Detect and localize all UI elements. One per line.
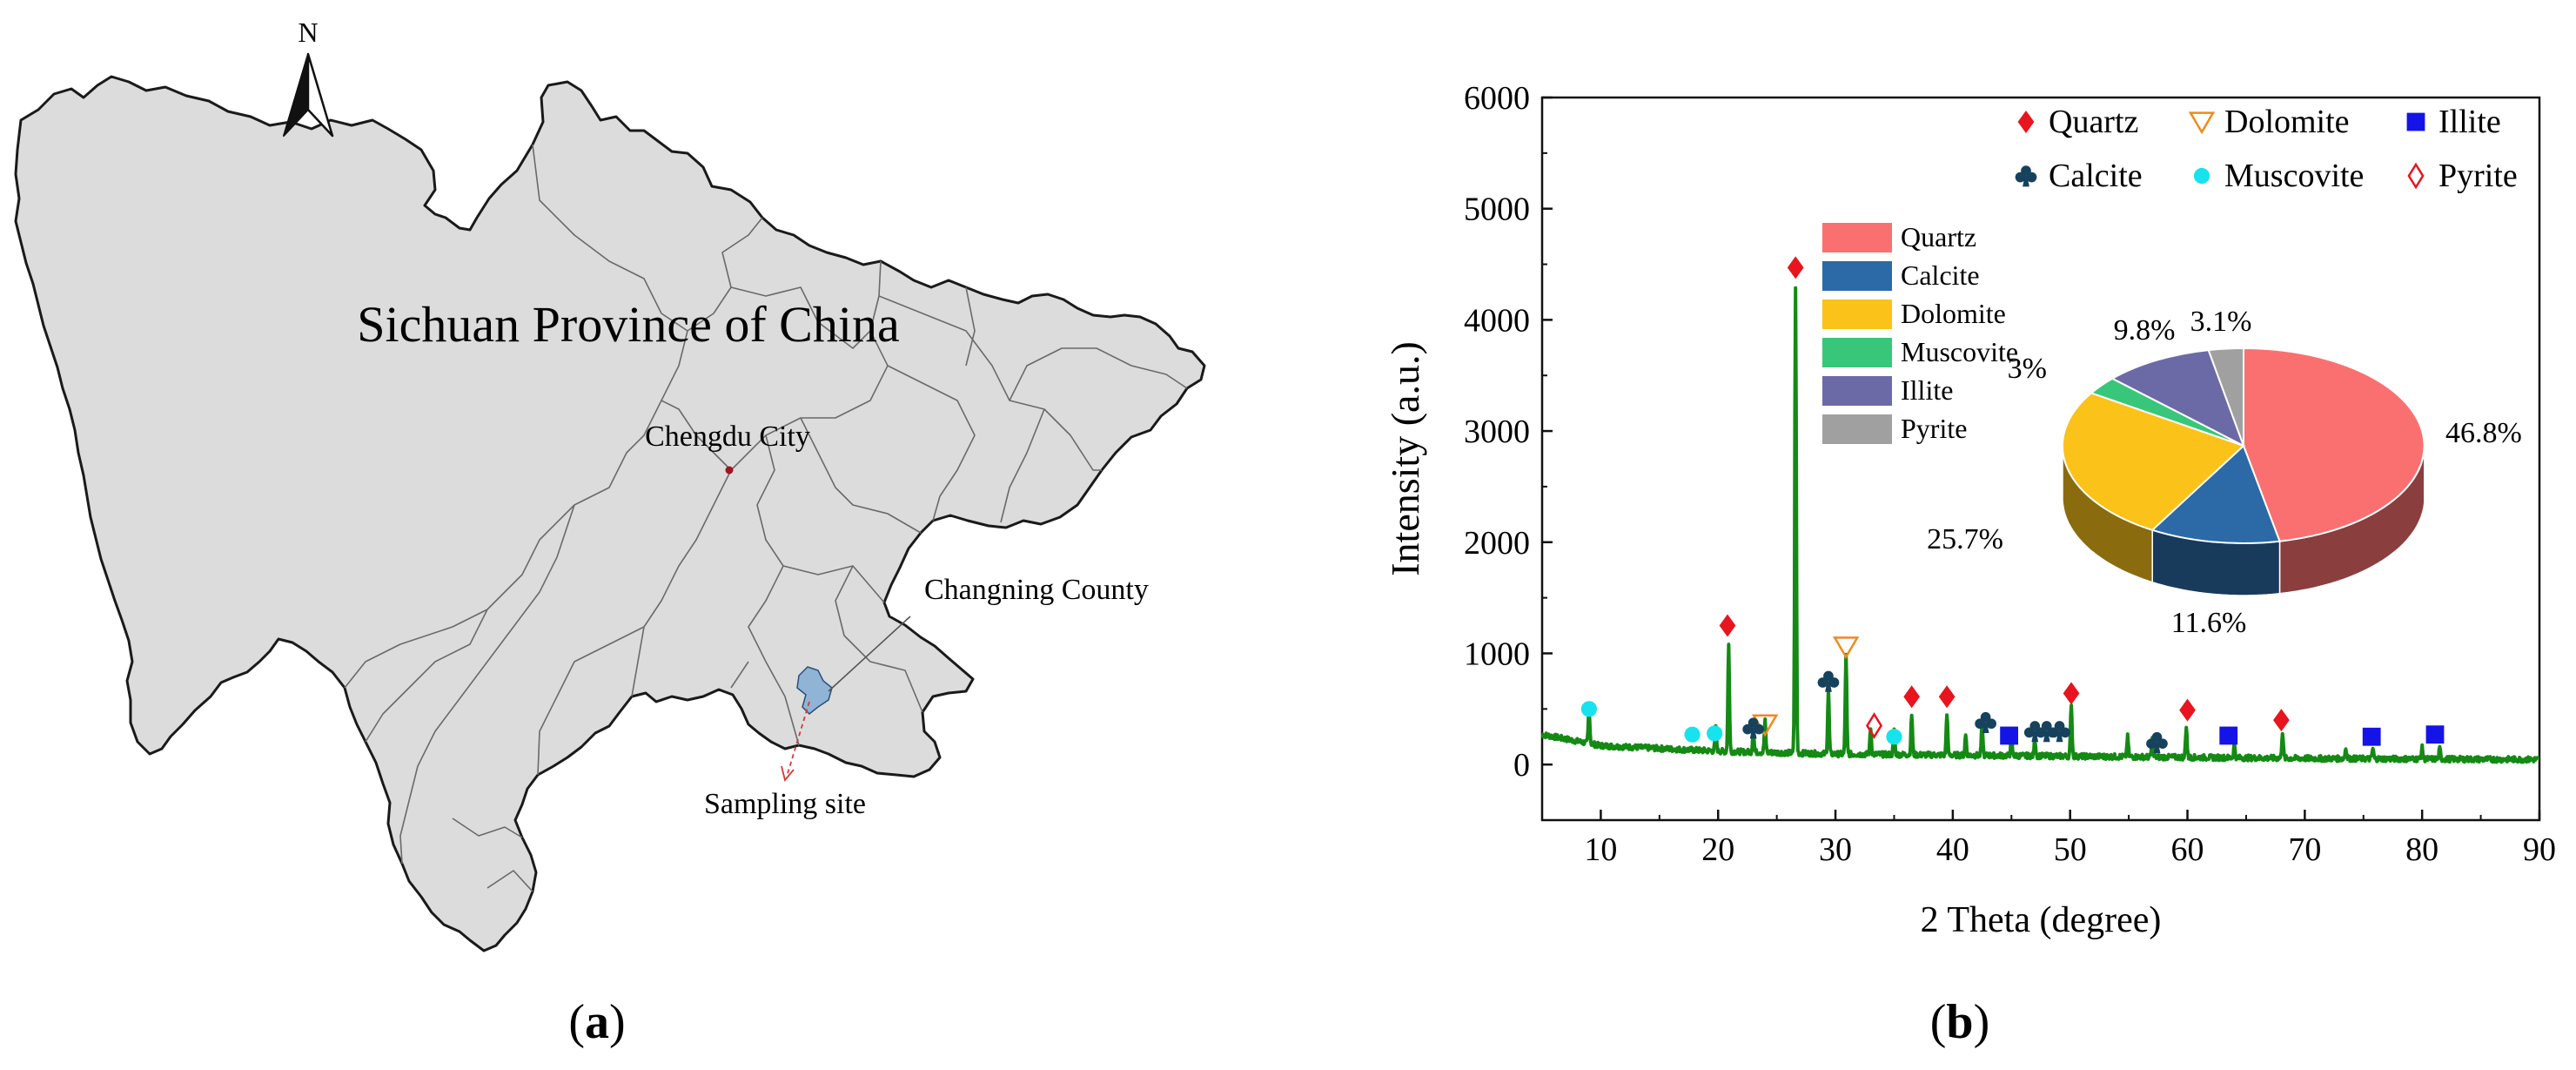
pie-legend-swatch-muscovite — [1822, 338, 1892, 367]
legend-label-dolomite: Dolomite — [2224, 104, 2350, 140]
county-label: Changning County — [924, 574, 1149, 606]
xrd-axes: 10 20 30 40 50 60 70 80 90 0 1000 2000 3000 4000 5000 6… — [1383, 80, 2556, 940]
xrd-legend: Quartz Dolomite Illite Calcite Muscovite Pyri… — [2015, 104, 2518, 194]
legend-label-muscovite: Muscovite — [2224, 158, 2364, 194]
calcite-peak-marker — [2049, 721, 2070, 743]
quartz-legend-marker — [2017, 111, 2035, 133]
legend-label-illite: Illite — [2438, 104, 2501, 140]
pie-legend-label-dolomite: Dolomite — [1901, 298, 2006, 329]
calcite-legend-marker — [2015, 165, 2037, 187]
x-tick-label: 40 — [1936, 831, 1969, 868]
x-tick-label: 30 — [1819, 831, 1852, 868]
muscovite-peak-marker — [1684, 726, 1701, 743]
x-tick-label: 50 — [2054, 831, 2087, 868]
pie-label-muscovite: 3% — [2008, 353, 2047, 385]
pie-legend-label-muscovite: Muscovite — [1901, 336, 2018, 367]
province-label: Sichuan Province of China — [357, 296, 899, 353]
y-tick-label: 0 — [1513, 747, 1530, 784]
dolomite-peak-marker — [1833, 636, 1860, 659]
pie-slice-calcite — [2150, 444, 2281, 544]
x-tick-label: 70 — [2288, 831, 2321, 868]
composition-pie-chart: 46.8% 11.6% 25.7% 3% 9.8% 3.1% — [1927, 306, 2522, 639]
calcite-peak-marker — [2146, 731, 2168, 753]
pie-legend-swatch-pyrite — [1822, 414, 1892, 444]
y-tick-label: 6000 — [1464, 80, 1530, 117]
calcite-peak-marker — [1975, 711, 1996, 733]
plot-frame — [1540, 96, 2541, 822]
y-tick-label: 5000 — [1464, 192, 1530, 228]
composition-pie-legend: Quartz Calcite Dolomite Muscovite Illite Pyri… — [1822, 221, 2018, 444]
changning-county-shape — [796, 666, 833, 716]
muscovite-legend-marker — [2193, 167, 2210, 185]
pie-legend-swatch-illite — [1822, 376, 1892, 406]
x-tick-label: 60 — [2171, 831, 2204, 868]
legend-label-pyrite: Pyrite — [2438, 158, 2518, 194]
pie-legend-label-illite: Illite — [1901, 374, 1953, 406]
quartz-peak-marker — [1787, 256, 1804, 279]
province-outline — [14, 75, 1206, 952]
x-tick-label: 20 — [1701, 831, 1734, 868]
legend-label-quartz: Quartz — [2049, 104, 2138, 140]
quartz-peak-marker — [2273, 709, 2290, 732]
xrd-phase-markers — [1580, 256, 2445, 753]
xrd-series-line — [1540, 286, 2541, 764]
x-tick-label: 10 — [1584, 831, 1617, 868]
pie-legend-label-quartz: Quartz — [1901, 221, 1976, 252]
illite-peak-marker — [2219, 726, 2238, 745]
pie-legend-swatch-calcite — [1822, 261, 1892, 291]
inner-boundaries — [344, 144, 1188, 892]
pie-label-pyrite: 3.1% — [2190, 306, 2252, 338]
calcite-peak-marker — [1817, 670, 1840, 692]
y-tick-label: 4000 — [1464, 302, 1530, 339]
pie-label-calcite: 11.6% — [2171, 607, 2247, 639]
north-label: N — [298, 17, 318, 48]
quartz-peak-marker — [1719, 614, 1736, 637]
pie-legend-swatch-dolomite — [1822, 299, 1892, 329]
pie-label-dolomite: 25.7% — [1927, 523, 2003, 555]
y-axis-label: Intensity (a.u.) — [1383, 341, 1427, 576]
quartz-peak-marker — [1903, 685, 1921, 709]
muscovite-peak-marker — [1580, 701, 1598, 717]
x-tick-label: 80 — [2405, 831, 2438, 868]
muscovite-peak-marker — [1707, 725, 1723, 742]
pie-label-quartz: 46.8% — [2445, 417, 2522, 449]
pie-legend-label-calcite: Calcite — [1901, 259, 1980, 291]
x-tick-label: 90 — [2523, 831, 2556, 868]
pie-slice-pyrite — [2207, 347, 2244, 447]
illite-peak-marker — [2000, 726, 2018, 745]
pie-legend-swatch-quartz — [1822, 223, 1892, 252]
north-arrow-icon — [283, 52, 334, 138]
sampling-site-arrow — [781, 701, 810, 782]
quartz-peak-marker — [2179, 698, 2196, 722]
chengdu-city-dot — [725, 466, 734, 474]
quartz-peak-marker — [2063, 682, 2080, 705]
illite-peak-marker — [2362, 727, 2381, 746]
y-tick-label: 3000 — [1464, 414, 1530, 450]
panel-a-caption: (a) — [568, 995, 625, 1049]
pyrite-legend-marker — [2407, 162, 2425, 190]
x-axis-label: 2 Theta (degree) — [1921, 900, 2162, 940]
county-callout-line — [828, 616, 911, 692]
pie-slice-illite — [2110, 349, 2245, 448]
panel-a-map: N Sichuan Province of China Chengdu City… — [14, 17, 1206, 1049]
illite-legend-marker — [2406, 112, 2425, 131]
pie-legend-label-pyrite: Pyrite — [1901, 413, 1967, 444]
pie-slice-quartz — [2243, 347, 2425, 542]
muscovite-peak-marker — [1886, 729, 1902, 745]
panel-b-caption: (b) — [1930, 995, 1989, 1049]
pyrite-peak-marker — [1866, 712, 1883, 739]
legend-label-calcite: Calcite — [2049, 158, 2143, 194]
illite-peak-marker — [2425, 725, 2445, 744]
dolomite-legend-marker — [2188, 111, 2216, 135]
quartz-peak-marker — [1938, 685, 1955, 709]
y-tick-label: 1000 — [1464, 636, 1530, 672]
city-label: Chengdu City — [645, 421, 810, 453]
panel-b-xrd-chart: 10 20 30 40 50 60 70 80 90 0 1000 2000 3000 4000 5000 6… — [1383, 80, 2556, 1049]
site-label: Sampling site — [704, 788, 866, 820]
calcite-peak-marker — [1742, 717, 1765, 739]
pie-label-illite: 9.8% — [2114, 314, 2176, 347]
y-tick-label: 2000 — [1464, 525, 1530, 562]
pie-slice-dolomite — [2061, 392, 2245, 531]
